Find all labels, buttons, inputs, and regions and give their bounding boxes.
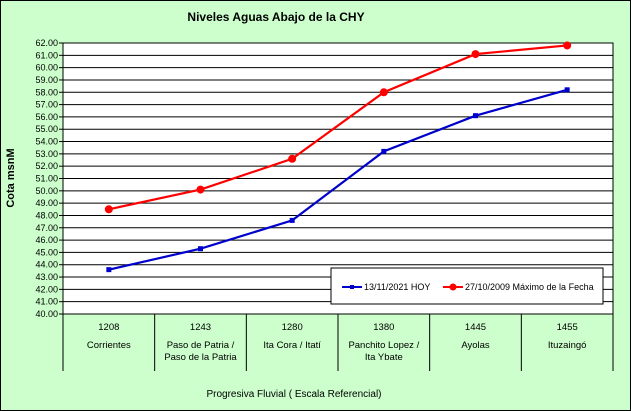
series-2 [104, 41, 572, 214]
y-tick-label: 62.00 [35, 38, 58, 48]
y-tick-label: 54.00 [35, 137, 58, 147]
category-code: 1380 [373, 322, 394, 333]
category-code: 1280 [282, 322, 303, 333]
series-line [108, 44, 568, 211]
x-axis-category-table: 1208 Corrientes 1243 Paso de Patria /Paso d… [62, 314, 614, 371]
legend-label: 13/11/2021 HOY [364, 282, 430, 292]
y-tick-label: 45.00 [35, 247, 58, 257]
data-point [198, 246, 203, 252]
legend-marker [449, 283, 457, 291]
legend-label: 27/10/2009 Máximo de la Fecha [465, 282, 594, 292]
y-axis-ticks: 40.00 41.00 42.00 43.00 44.00 45.00 46.00 47.00… [35, 38, 63, 319]
y-tick-label: 57.00 [35, 100, 58, 110]
category-name: Ita Ybate [365, 352, 403, 363]
y-tick-label: 41.00 [35, 297, 58, 307]
legend: 13/11/2021 HOY 27/10/2009 Máximo de la Fe… [330, 267, 604, 305]
data-point [104, 205, 113, 214]
y-tick-label: 49.00 [35, 198, 58, 208]
y-tick-label: 53.00 [35, 149, 58, 159]
series-line [108, 88, 568, 271]
series-layer [104, 41, 572, 273]
y-axis-label: Cota msnM [5, 148, 17, 207]
category-name: Ayolas [461, 340, 490, 351]
y-tick-label: 42.00 [35, 284, 58, 294]
y-tick-label: 40.00 [35, 309, 58, 319]
y-tick-label: 48.00 [35, 210, 58, 220]
data-point [289, 217, 295, 223]
y-tick-label: 50.00 [35, 186, 58, 196]
data-point [288, 154, 297, 163]
category-code: 1445 [465, 322, 486, 333]
y-tick-label: 52.00 [35, 161, 58, 171]
category-name: Panchito Lopez / [348, 340, 419, 351]
category-name: Corrientes [87, 340, 131, 351]
y-tick-label: 61.00 [35, 50, 58, 60]
category-name: Ita Cora / Itatí [263, 340, 321, 351]
y-tick-label: 43.00 [35, 272, 58, 282]
data-point [379, 88, 388, 97]
category-code: 1208 [98, 322, 119, 333]
y-tick-label: 47.00 [35, 223, 58, 233]
grid-lines [63, 54, 613, 303]
y-tick-label: 56.00 [35, 112, 58, 122]
y-tick-label: 51.00 [35, 174, 58, 184]
category-name: Ituzaingó [548, 340, 587, 351]
data-point [564, 87, 570, 93]
y-tick-label: 59.00 [35, 75, 58, 85]
category-code: 1243 [190, 322, 211, 333]
data-point [473, 113, 478, 119]
y-tick-label: 55.00 [35, 124, 58, 134]
legend-box [330, 267, 604, 305]
y-tick-label: 44.00 [35, 260, 58, 270]
chart-title: Niveles Aguas Abajo de la CHY [187, 10, 364, 24]
y-tick-label: 46.00 [35, 235, 58, 245]
x-axis-label: Progresiva Fluvial ( Escala Referencial) [206, 389, 381, 400]
legend-marker [350, 285, 354, 289]
data-point [196, 185, 205, 194]
data-point [471, 50, 480, 59]
series-1 [106, 87, 570, 273]
y-tick-label: 60.00 [35, 63, 58, 73]
data-point [563, 41, 572, 50]
data-point [381, 148, 387, 154]
category-name: Paso de la Patria [164, 352, 237, 363]
data-point [106, 267, 112, 273]
y-tick-label: 58.00 [35, 87, 58, 97]
category-name: Paso de Patria / [167, 340, 235, 351]
category-code: 1455 [557, 322, 578, 333]
